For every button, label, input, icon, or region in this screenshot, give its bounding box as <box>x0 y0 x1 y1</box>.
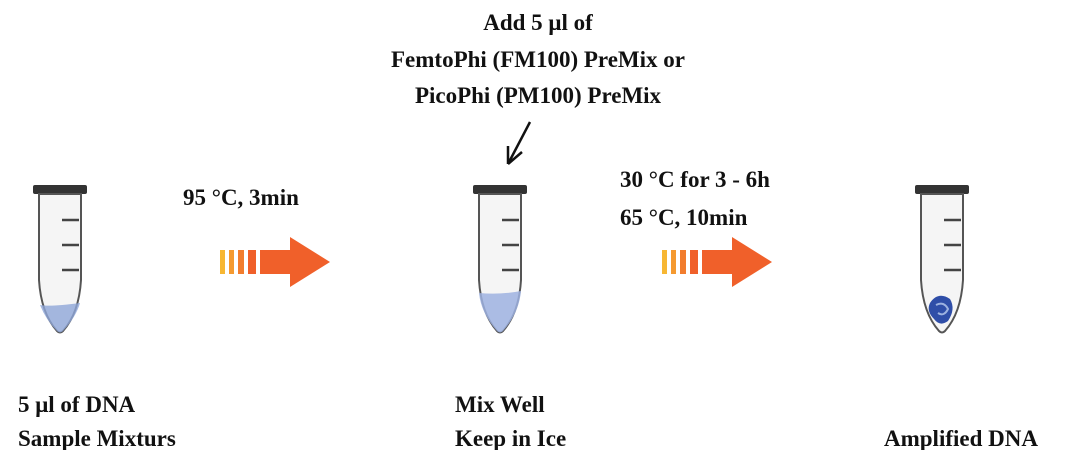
step-label: Keep in Ice <box>455 426 566 450</box>
instruction-line: Add 5 μl of <box>483 10 593 35</box>
transition-label: 95 °C, 3min <box>183 185 299 210</box>
transition-label: 65 °C, 10min <box>620 205 748 230</box>
tube <box>33 185 87 333</box>
instruction-line: FemtoPhi (FM100) PreMix or <box>391 47 685 72</box>
transition-label: 30 °C for 3 - 6h <box>620 167 770 192</box>
step-label: Mix Well <box>455 392 545 417</box>
diagram: Add 5 μl of FemtoPhi (FM100) PreMix or P… <box>0 0 1075 450</box>
step-label: 5 μl of DNA <box>18 392 136 417</box>
tube <box>473 185 527 333</box>
step-label: Sample Mixturs <box>18 426 176 450</box>
flow-arrow <box>662 237 772 287</box>
pointer-arrow <box>508 122 530 164</box>
instruction-line: PicoPhi (PM100) PreMix <box>415 83 662 108</box>
tube <box>915 185 969 333</box>
step-label: Amplified DNA <box>884 426 1038 450</box>
flow-arrow <box>220 237 330 287</box>
instruction: Add 5 μl of FemtoPhi (FM100) PreMix or P… <box>391 10 685 164</box>
